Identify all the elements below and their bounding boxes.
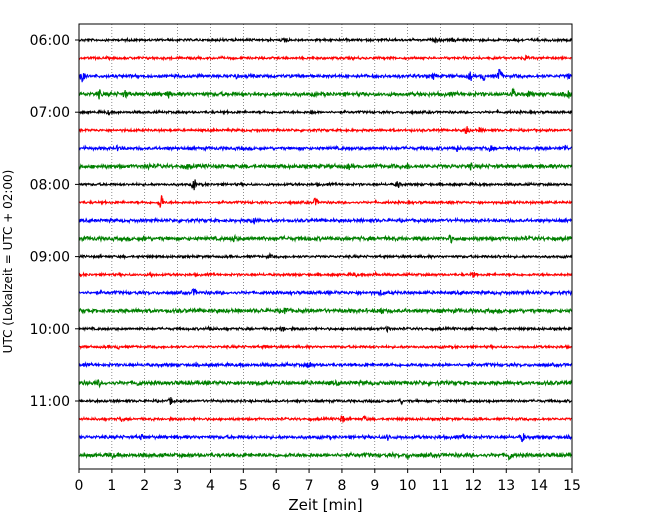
x-tick-label: 8 (337, 478, 346, 494)
y-tick-label: 08:00 (30, 177, 70, 193)
x-tick-label: 12 (464, 478, 482, 494)
x-tick-label: 3 (173, 478, 182, 494)
x-tick-label: 14 (530, 478, 548, 494)
plot-frame (78, 23, 573, 470)
trace-0800 (78, 179, 573, 191)
trace-0715 (78, 126, 573, 134)
x-tick-label: 10 (399, 478, 417, 494)
trace-1015 (78, 343, 573, 351)
trace-1115 (78, 414, 573, 423)
y-axis: 06:00 07:00 08:00 09:00 10:00 11:00 (30, 33, 79, 410)
x-tick-label: 6 (272, 478, 281, 494)
trace-0630 (78, 68, 573, 83)
x-axis: 0 1 2 3 4 5 6 7 8 9 10 11 12 13 14 15 (75, 469, 581, 494)
x-tick-label: 0 (75, 478, 84, 494)
x-tick-label: 9 (370, 478, 379, 494)
y-tick-label: 11:00 (30, 394, 70, 410)
y-tick-label: 06:00 (30, 33, 70, 49)
x-tick-label: 15 (563, 478, 581, 494)
trace-0730 (78, 144, 573, 153)
x-axis-label: Zeit [min] (288, 496, 362, 514)
trace-0845 (78, 233, 573, 244)
trace-0915 (78, 270, 573, 279)
trace-1030 (78, 360, 573, 369)
trace-1130 (78, 433, 573, 443)
trace-0900 (78, 251, 573, 261)
x-tick-label: 5 (239, 478, 248, 494)
x-tick-label: 7 (305, 478, 314, 494)
y-tick-label: 09:00 (30, 250, 70, 266)
x-tick-label: 2 (140, 478, 149, 494)
trace-0600 (78, 36, 573, 44)
trace-0945 (78, 306, 573, 315)
trace-0830 (78, 216, 573, 225)
y-tick-label: 07:00 (30, 105, 70, 121)
traces (78, 36, 573, 461)
trace-1045 (78, 378, 573, 389)
trace-0645 (78, 87, 573, 100)
y-axis-label: UTC (Lokalzeit = UTC + 02:00) (1, 170, 15, 354)
trace-0930 (78, 288, 573, 297)
x-tick-label: 13 (497, 478, 515, 494)
trace-1145 (78, 450, 573, 461)
trace-0815 (78, 195, 573, 208)
trace-1000 (78, 325, 573, 334)
trace-0615 (78, 54, 573, 62)
y-tick-label: 10:00 (30, 322, 70, 338)
x-tick-label: 4 (206, 478, 215, 494)
x-tick-label: 1 (107, 478, 116, 494)
trace-0700 (78, 108, 573, 116)
trace-1100 (78, 397, 573, 406)
trace-0745 (78, 162, 573, 172)
x-tick-label: 11 (432, 478, 450, 494)
